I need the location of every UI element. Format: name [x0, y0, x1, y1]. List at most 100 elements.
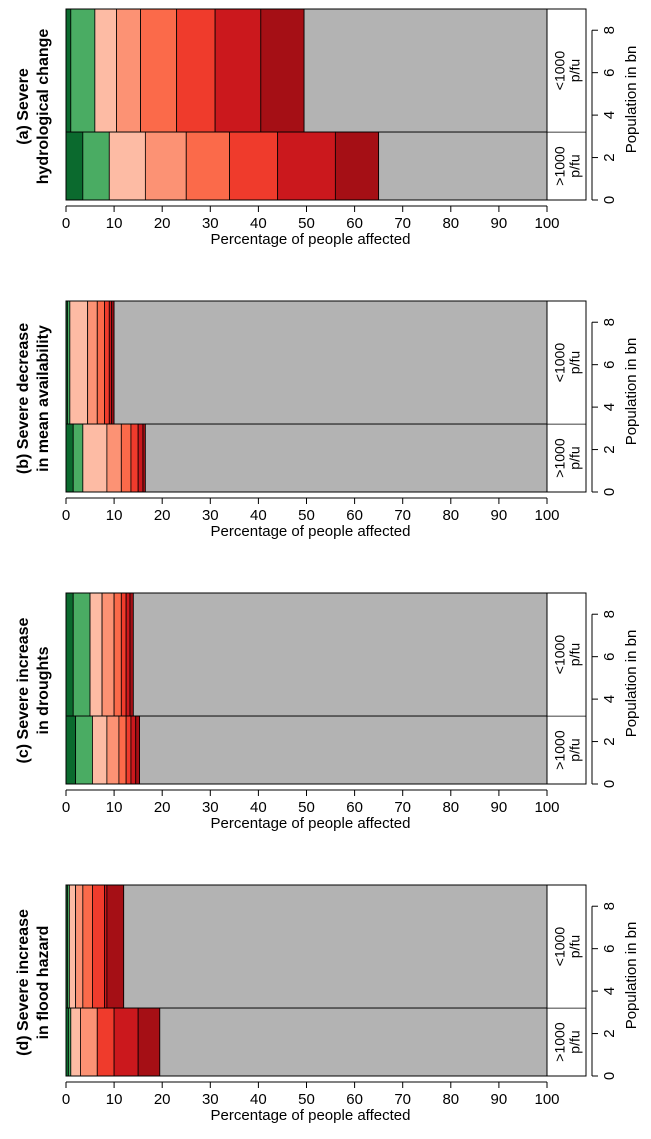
x-tick-label: 0 [62, 799, 70, 816]
x-tick-label: 40 [250, 215, 267, 232]
y-tick-label: 4 [601, 695, 618, 703]
panel-title-line: (a) Severe [15, 68, 32, 145]
bar-segment [137, 423, 144, 493]
bar-segment [132, 592, 548, 717]
bar-segment [87, 300, 98, 425]
panel-title-line: in droughts [35, 646, 52, 734]
panel-title-line: in flood hazard [35, 926, 52, 1040]
panel-title-line: in mean availability [35, 325, 52, 472]
category-label-line: <1000 [552, 343, 568, 383]
bar-segment [101, 592, 115, 717]
category-label-line: p/fu [567, 935, 583, 958]
bar-segment [334, 131, 380, 201]
bar-segment [229, 131, 279, 201]
x-tick-label: 60 [346, 799, 363, 816]
x-axis-label: Percentage of people affected [211, 1107, 411, 1124]
bar-segment [185, 131, 230, 201]
chart-panel-c: <1000p/fu>1000p/fu0 10 20 30 40 50 60 70 80 90 100… [15, 592, 640, 832]
x-tick-label: 90 [491, 799, 508, 816]
category-label: <1000p/fu [552, 343, 583, 383]
category-label: >1000p/fu [552, 146, 583, 186]
bar-segment [94, 8, 117, 133]
y-tick-label: 6 [601, 360, 618, 368]
category-label: <1000p/fu [552, 51, 583, 91]
x-tick-label: 30 [202, 507, 219, 524]
x-tick-label: 0 [62, 507, 70, 524]
y-tick-label: 8 [601, 902, 618, 910]
x-tick-label: 50 [298, 215, 315, 232]
bar-segment [96, 300, 105, 425]
y-tick-label: 0 [601, 488, 618, 496]
panel-title: (a) Severe hydrological change [15, 29, 52, 185]
category-label: >1000p/fu [552, 438, 583, 478]
x-tick-label: 60 [346, 1091, 363, 1108]
y-axis-label: Population in bn [623, 630, 640, 738]
bar-segment [69, 300, 89, 425]
chart-panel-b: <1000p/fu>1000p/fu0 10 20 30 40 50 60 70 80 90 100… [15, 300, 640, 540]
bar-segment [277, 131, 336, 201]
bar-segment [139, 715, 548, 785]
x-tick-label: 90 [491, 1091, 508, 1108]
category-label-line: p/fu [567, 446, 583, 469]
x-tick-label: 40 [250, 799, 267, 816]
bar-segment [68, 884, 77, 1009]
bar-segment [113, 300, 548, 425]
x-tick-label: 100 [534, 215, 559, 232]
x-tick-label: 100 [534, 1091, 559, 1108]
bar-segment [125, 592, 131, 717]
x-tick-label: 70 [394, 799, 411, 816]
bar-segment [106, 884, 125, 1009]
x-tick-label: 10 [106, 799, 123, 816]
bar-segment [65, 8, 72, 133]
bar-segment [82, 884, 93, 1009]
x-tick-label: 20 [154, 507, 171, 524]
bar-segment [113, 1007, 139, 1077]
x-tick-label: 100 [534, 799, 559, 816]
x-tick-label: 20 [154, 799, 171, 816]
bar-segment [75, 884, 84, 1009]
x-tick-label: 0 [62, 1091, 70, 1108]
bar-segment [72, 423, 84, 493]
bar-segment [65, 423, 74, 493]
bar-segment [82, 131, 110, 201]
x-axis-label: Percentage of people affected [211, 231, 411, 248]
category-label-line: >1000 [552, 730, 568, 770]
y-tick-label: 2 [601, 445, 618, 453]
category-label-line: <1000 [552, 635, 568, 675]
x-axis-label: Percentage of people affected [211, 523, 411, 540]
x-axis-label: Percentage of people affected [211, 815, 411, 832]
panel-title-line: (d) Severe increase [15, 909, 32, 1056]
y-tick-label: 2 [601, 737, 618, 745]
bar-segment [118, 715, 127, 785]
bar-segment [96, 1007, 115, 1077]
x-tick-label: 70 [394, 215, 411, 232]
x-tick-label: 10 [106, 507, 123, 524]
chart-panel-d: <1000p/fu>1000p/fu0 10 20 30 40 50 60 70 80 90 100… [15, 884, 640, 1124]
bar-segment [92, 884, 105, 1009]
y-tick-label: 4 [601, 111, 618, 119]
x-tick-label: 30 [202, 799, 219, 816]
panel-title-line: hydrological change [35, 29, 52, 185]
y-tick-label: 4 [601, 403, 618, 411]
y-tick-label: 4 [601, 987, 618, 995]
y-tick-label: 2 [601, 1029, 618, 1037]
bar-segment [65, 131, 84, 201]
bar-segment [72, 592, 91, 717]
y-tick-label: 8 [601, 318, 618, 326]
x-tick-label: 90 [491, 507, 508, 524]
bar-segment [120, 592, 127, 717]
panel-title-line: (c) Severe increase [15, 617, 32, 763]
plot-frame [65, 884, 587, 1077]
bar-segment [137, 1007, 161, 1077]
category-label-line: p/fu [567, 643, 583, 666]
x-tick-label: 70 [394, 507, 411, 524]
bar-segment [303, 8, 548, 133]
x-tick-label: 50 [298, 507, 315, 524]
bar-segment [140, 8, 178, 133]
bar-segment [144, 131, 187, 201]
x-tick-label: 20 [154, 1091, 171, 1108]
bar-segment [106, 715, 120, 785]
bar-segment [214, 8, 262, 133]
y-tick-label: 0 [601, 780, 618, 788]
